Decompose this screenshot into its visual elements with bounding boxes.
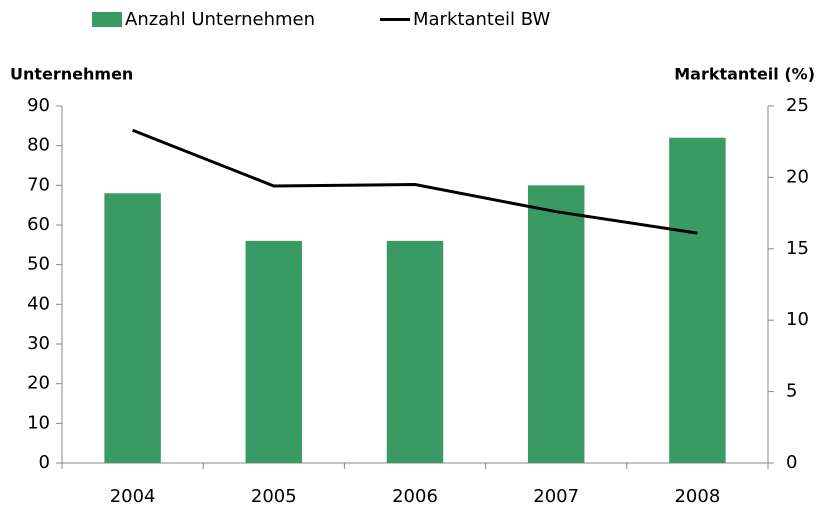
y2-tick-label: 20 [786, 166, 809, 187]
y2-tick-label: 0 [786, 452, 797, 473]
bar [104, 193, 161, 463]
y-tick-label: 60 [27, 214, 50, 235]
x-tick-label: 2006 [392, 486, 438, 507]
x-tick-label: 2005 [251, 486, 297, 507]
legend-label: Anzahl Unternehmen [125, 9, 315, 30]
y2-tick-label: 5 [786, 381, 797, 402]
x-tick-label: 2008 [674, 486, 720, 507]
bar [245, 240, 303, 463]
bar [669, 137, 726, 463]
bar [527, 185, 585, 464]
y-tick-label: 80 [27, 135, 50, 156]
y2-tick-label: 25 [786, 95, 809, 116]
y-tick-label: 30 [27, 333, 50, 354]
line [132, 128, 698, 235]
bar [386, 240, 444, 463]
y2-tick-label: 10 [786, 309, 809, 330]
y-tick-label: 0 [39, 452, 50, 473]
y-axis-title: Unternehmen [10, 65, 133, 84]
y-tick-label: 20 [27, 373, 50, 394]
x-tick-label: 2004 [110, 486, 156, 507]
y-tick-label: 90 [27, 95, 50, 116]
y-tick-label: 70 [27, 174, 50, 195]
legend-swatch [92, 12, 122, 27]
y-tick-label: 10 [27, 412, 50, 433]
y-tick-label: 40 [27, 293, 50, 314]
legend-label: Marktanteil BW [413, 9, 550, 30]
x-tick-label: 2007 [533, 486, 579, 507]
y2-axis-title: Marktanteil (%) [674, 65, 815, 84]
y2-tick-label: 15 [786, 238, 809, 259]
y-tick-label: 50 [27, 254, 50, 275]
